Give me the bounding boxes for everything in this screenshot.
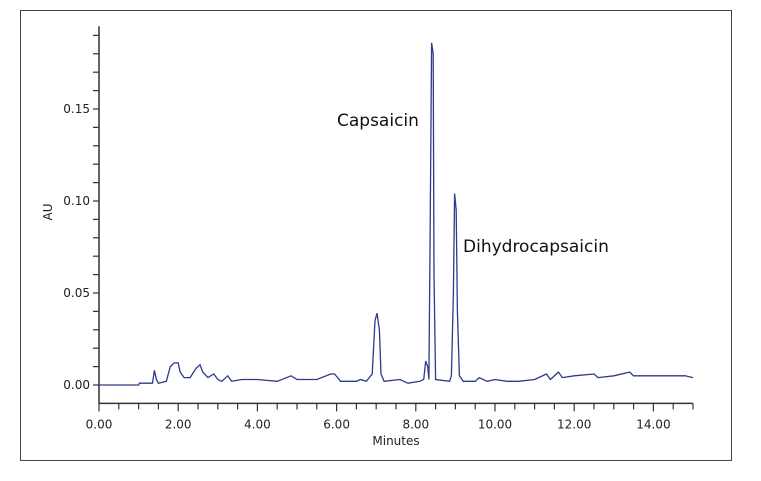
x-tick-label: 2.00 [165, 417, 192, 431]
x-tick-label: 0.00 [86, 417, 113, 431]
y-tick-label: 0.00 [63, 378, 90, 392]
x-tick-label: 10.00 [478, 417, 512, 431]
x-tick-label: 8.00 [402, 417, 429, 431]
chart-frame [20, 10, 732, 461]
y-axis-title: AU [41, 204, 55, 221]
annotation-capsaicin: Capsaicin [337, 111, 419, 131]
y-tick-label: 0.05 [63, 286, 90, 300]
x-axis-title: Minutes [372, 434, 419, 448]
x-tick-label: 12.00 [557, 417, 591, 431]
y-tick-label: 0.10 [63, 194, 90, 208]
x-tick-label: 14.00 [636, 417, 670, 431]
y-tick-label: 0.15 [63, 102, 90, 116]
x-tick-label: 4.00 [244, 417, 271, 431]
chromatogram-trace [99, 42, 694, 386]
x-tick-label: 6.00 [323, 417, 350, 431]
annotation-dihydrocapsaicin: Dihydrocapsaicin [463, 237, 609, 257]
